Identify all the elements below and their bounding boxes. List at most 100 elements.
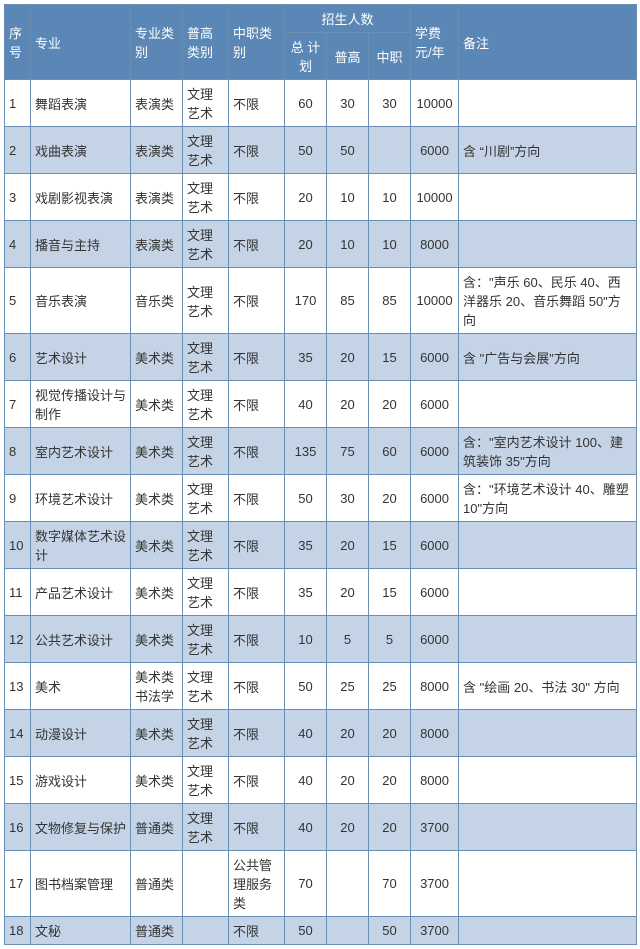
cell-major: 产品艺术设计	[31, 569, 131, 616]
cell-major: 动漫设计	[31, 710, 131, 757]
cell-fee: 6000	[411, 475, 459, 522]
cell-fee: 6000	[411, 428, 459, 475]
cell-fee: 8000	[411, 757, 459, 804]
cell-total: 50	[285, 475, 327, 522]
table-row: 5音乐表演音乐类文理艺术不限170858510000含："声乐 60、民乐 40…	[5, 268, 637, 334]
table-row: 17图书档案管理普通类公共管理服务类70703700	[5, 851, 637, 917]
cell-note: 含："声乐 60、民乐 40、西洋器乐 20、音乐舞蹈 50"方向	[459, 268, 637, 334]
cell-total: 50	[285, 127, 327, 174]
cell-zz: 85	[369, 268, 411, 334]
cell-cat2: 文理艺术	[183, 174, 229, 221]
cell-cat3: 不限	[229, 127, 285, 174]
cell-cat2: 文理艺术	[183, 616, 229, 663]
cell-total: 40	[285, 710, 327, 757]
cell-cat1: 表演类	[131, 174, 183, 221]
cell-total: 60	[285, 80, 327, 127]
cell-cat2: 文理艺术	[183, 522, 229, 569]
cell-note: 含："环境艺术设计 40、雕塑 10"方向	[459, 475, 637, 522]
cell-note: 含 "绘画 20、书法 30" 方向	[459, 663, 637, 710]
cell-note	[459, 80, 637, 127]
cell-idx: 13	[5, 663, 31, 710]
cell-fee: 3700	[411, 851, 459, 917]
cell-fee: 6000	[411, 522, 459, 569]
cell-idx: 1	[5, 80, 31, 127]
cell-fee: 6000	[411, 381, 459, 428]
cell-cat1: 表演类	[131, 221, 183, 268]
cell-idx: 18	[5, 917, 31, 945]
cell-cat2	[183, 851, 229, 917]
cell-major: 室内艺术设计	[31, 428, 131, 475]
table-header: 序号 专业 专业类别 普高类别 中职类别 招生人数 学费元/年 备注 总 计划 …	[5, 5, 637, 80]
table-row: 15游戏设计美术类文理艺术不限4020208000	[5, 757, 637, 804]
th-cat1: 专业类别	[131, 5, 183, 80]
cell-idx: 11	[5, 569, 31, 616]
cell-cat1: 美术类	[131, 757, 183, 804]
th-note: 备注	[459, 5, 637, 80]
cell-major: 戏剧影视表演	[31, 174, 131, 221]
table-row: 11产品艺术设计美术类文理艺术不限3520156000	[5, 569, 637, 616]
cell-cat2: 文理艺术	[183, 221, 229, 268]
cell-zz: 15	[369, 522, 411, 569]
cell-zz: 10	[369, 174, 411, 221]
table-row: 6艺术设计美术类文理艺术不限3520156000含 "广告与会展"方向	[5, 334, 637, 381]
cell-major: 游戏设计	[31, 757, 131, 804]
cell-note: 含 "广告与会展"方向	[459, 334, 637, 381]
cell-note: 含 “川剧”方向	[459, 127, 637, 174]
cell-idx: 14	[5, 710, 31, 757]
cell-cat2	[183, 917, 229, 945]
cell-idx: 12	[5, 616, 31, 663]
cell-pg: 20	[327, 381, 369, 428]
table-row: 4播音与主持表演类文理艺术不限2010108000	[5, 221, 637, 268]
cell-zz: 20	[369, 381, 411, 428]
cell-total: 35	[285, 522, 327, 569]
cell-fee: 6000	[411, 616, 459, 663]
cell-pg: 20	[327, 522, 369, 569]
cell-fee: 8000	[411, 710, 459, 757]
th-zz: 中职	[369, 33, 411, 80]
cell-fee: 10000	[411, 268, 459, 334]
cell-pg: 25	[327, 663, 369, 710]
cell-fee: 3700	[411, 804, 459, 851]
cell-note	[459, 616, 637, 663]
cell-cat3: 不限	[229, 663, 285, 710]
cell-fee: 6000	[411, 334, 459, 381]
cell-pg: 20	[327, 757, 369, 804]
cell-idx: 3	[5, 174, 31, 221]
table-row: 18文秘普通类不限50503700	[5, 917, 637, 945]
cell-cat1: 表演类	[131, 127, 183, 174]
th-cat3: 中职类别	[229, 5, 285, 80]
cell-major: 文物修复与保护	[31, 804, 131, 851]
table-row: 7视觉传播设计与制作美术类文理艺术不限4020206000	[5, 381, 637, 428]
cell-cat3: 不限	[229, 710, 285, 757]
cell-note	[459, 917, 637, 945]
cell-cat2: 文理艺术	[183, 334, 229, 381]
cell-zz: 15	[369, 569, 411, 616]
cell-cat1: 美术类	[131, 334, 183, 381]
cell-cat1: 美术类	[131, 475, 183, 522]
cell-zz: 60	[369, 428, 411, 475]
cell-zz: 10	[369, 221, 411, 268]
th-enroll-group: 招生人数	[285, 5, 411, 33]
cell-cat2: 文理艺术	[183, 663, 229, 710]
cell-pg: 50	[327, 127, 369, 174]
cell-idx: 16	[5, 804, 31, 851]
cell-note	[459, 851, 637, 917]
cell-cat3: 公共管理服务类	[229, 851, 285, 917]
cell-idx: 5	[5, 268, 31, 334]
cell-pg: 10	[327, 221, 369, 268]
table-row: 9环境艺术设计美术类文理艺术不限5030206000含："环境艺术设计 40、雕…	[5, 475, 637, 522]
cell-note	[459, 381, 637, 428]
cell-cat3: 不限	[229, 381, 285, 428]
cell-cat1: 美术类	[131, 710, 183, 757]
cell-zz: 50	[369, 917, 411, 945]
cell-zz: 70	[369, 851, 411, 917]
th-fee: 学费元/年	[411, 5, 459, 80]
cell-fee: 8000	[411, 663, 459, 710]
cell-zz: 20	[369, 804, 411, 851]
cell-idx: 17	[5, 851, 31, 917]
table-row: 3戏剧影视表演表演类文理艺术不限20101010000	[5, 174, 637, 221]
cell-note	[459, 804, 637, 851]
cell-cat1: 普通类	[131, 851, 183, 917]
table-row: 16文物修复与保护普通类文理艺术不限4020203700	[5, 804, 637, 851]
cell-cat1: 表演类	[131, 80, 183, 127]
